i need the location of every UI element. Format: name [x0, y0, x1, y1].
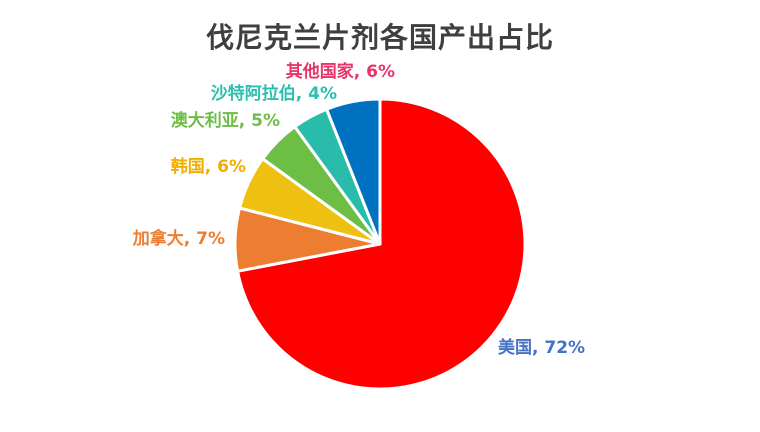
chart-title: 伐尼克兰片剂各国产出占比	[205, 21, 554, 54]
pie-slices	[233, 97, 527, 391]
data-label-usa: 美国, 72%	[498, 338, 586, 358]
data-label-saudi-arabia: 沙特阿拉伯, 4%	[210, 84, 337, 104]
data-label-australia: 澳大利亚, 5%	[170, 111, 280, 131]
data-label-others: 其他国家, 6%	[285, 62, 395, 82]
data-label-korea: 韩国, 6%	[170, 157, 246, 177]
data-label-canada: 加拿大, 7%	[132, 229, 225, 249]
pie-slice-others	[325, 97, 382, 246]
